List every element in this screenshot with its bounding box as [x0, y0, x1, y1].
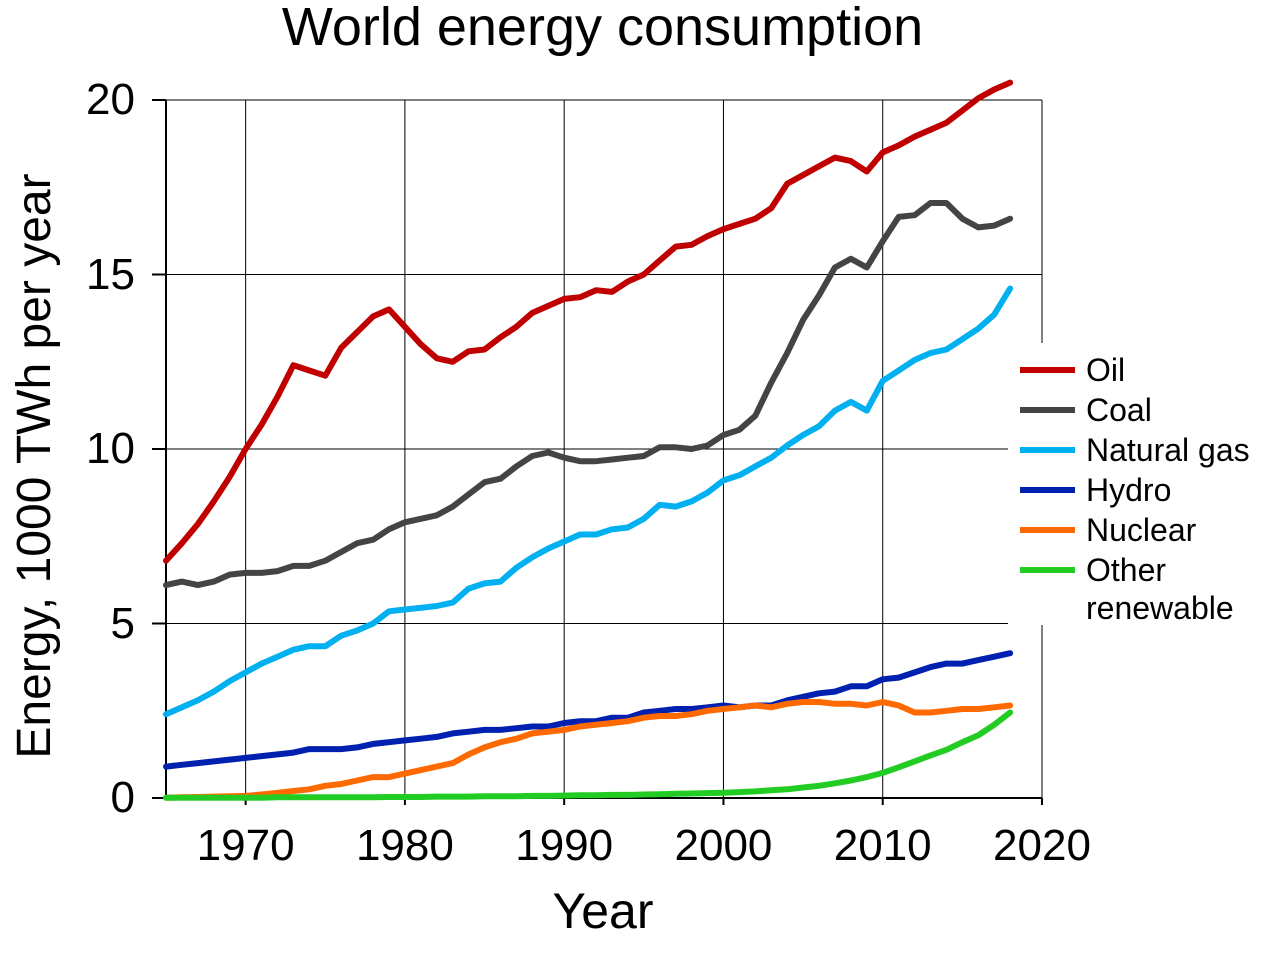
legend: Oil Coal Natural gas Hydro Nuclear Other rene… [1008, 343, 1280, 626]
x-tick-label: 2010 [833, 821, 932, 870]
legend-label: Coal [1086, 392, 1152, 428]
legend-item: Nuclear [1020, 509, 1280, 549]
legend-label: Other renewable [1086, 552, 1234, 626]
legend-item: Natural gas [1020, 429, 1280, 469]
chart-title: World energy consumption [281, 0, 924, 57]
y-tick-label: 15 [86, 249, 135, 299]
y-tick-label: 10 [86, 424, 135, 473]
legend-swatch [1020, 527, 1075, 533]
legend-item: Hydro [1020, 469, 1280, 509]
y-tick-label: 5 [110, 598, 135, 648]
legend-swatch [1020, 367, 1075, 373]
grid-lines [166, 99, 1042, 798]
legend-label: Oil [1086, 352, 1126, 388]
x-tick-label: 2000 [674, 821, 773, 870]
x-tick-label: 1970 [196, 821, 295, 870]
legend-item: Oil [1020, 349, 1280, 389]
series-layer [163, 79, 1014, 801]
legend-label: Hydro [1086, 472, 1172, 508]
series-line-hydro [163, 650, 1014, 770]
series-line-nuclear [163, 699, 1014, 801]
legend-label: Natural gas [1086, 432, 1250, 468]
legend-swatch [1020, 447, 1075, 453]
legend-item: Coal [1020, 389, 1280, 429]
series-line-coal [163, 200, 1014, 589]
x-axis-label: Year [552, 883, 654, 939]
series-line-other-renewable [163, 709, 1014, 801]
legend-swatch [1020, 487, 1075, 493]
x-tick-label: 1980 [355, 821, 454, 870]
legend-swatch [1020, 567, 1075, 573]
series-line-oil [163, 79, 1014, 564]
y-tick-label: 20 [86, 75, 135, 124]
legend-label: Nuclear [1086, 512, 1197, 548]
series-line-natural-gas [163, 285, 1014, 718]
x-tick-label: 2020 [993, 821, 1091, 870]
legend-item: Other renewable [1020, 549, 1280, 626]
y-tick-label: 0 [110, 773, 135, 822]
legend-swatch [1020, 407, 1075, 413]
x-tick-label: 1990 [515, 821, 614, 870]
